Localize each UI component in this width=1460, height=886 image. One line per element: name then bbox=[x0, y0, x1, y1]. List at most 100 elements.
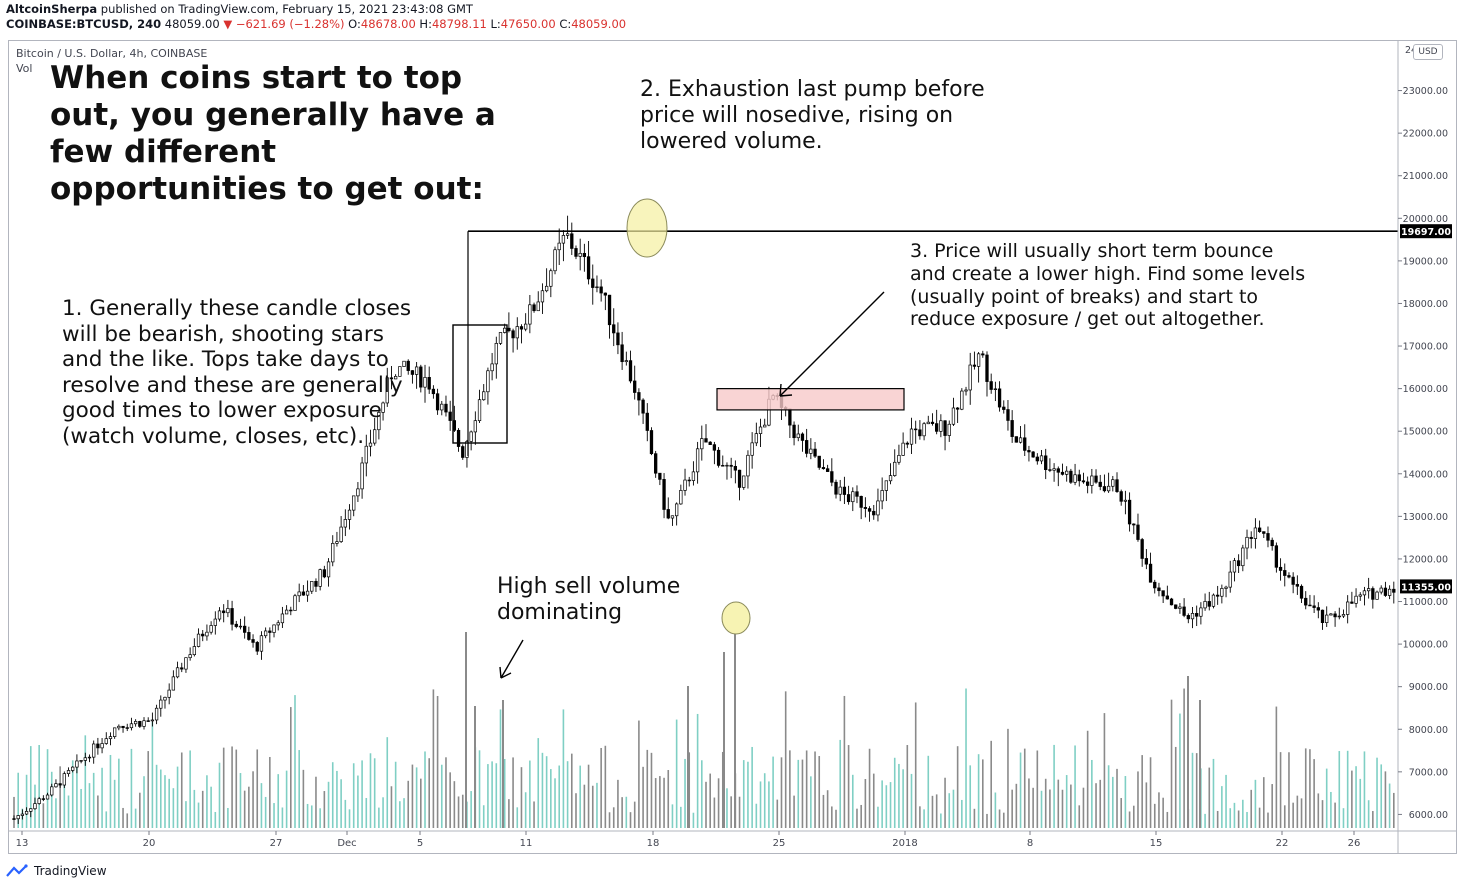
volume-bar bbox=[306, 803, 309, 828]
author-name[interactable]: AltcoinSherpa bbox=[6, 2, 98, 16]
candle-up bbox=[108, 736, 113, 740]
candle-down bbox=[985, 354, 989, 382]
volume-bar bbox=[902, 769, 904, 828]
volume-bar bbox=[726, 788, 728, 828]
volume-bar bbox=[197, 802, 200, 828]
volume-bar bbox=[1137, 771, 1139, 828]
volume-bar bbox=[948, 793, 951, 828]
volume-bar bbox=[1049, 789, 1051, 828]
candle-down bbox=[825, 468, 830, 472]
volume-bar bbox=[1124, 776, 1127, 828]
candle-down bbox=[1085, 481, 1090, 486]
volume-bar bbox=[46, 749, 49, 828]
candle-up bbox=[100, 743, 104, 749]
volume-bar bbox=[696, 713, 699, 828]
volume-bar bbox=[1216, 810, 1219, 828]
volume-bar bbox=[394, 761, 397, 828]
candle-down bbox=[1048, 469, 1052, 471]
candle-down bbox=[96, 743, 100, 749]
volume-bar bbox=[1334, 802, 1336, 828]
candle-up bbox=[486, 370, 490, 393]
candle-down bbox=[662, 479, 666, 510]
currency-badge[interactable]: USD bbox=[1413, 44, 1443, 60]
candle-up bbox=[263, 630, 268, 637]
price-label-top-text: 19697.00 bbox=[1401, 227, 1451, 238]
volume-bar bbox=[856, 808, 858, 828]
candle-down bbox=[1136, 524, 1140, 540]
candle-up bbox=[154, 707, 159, 721]
close-value: 48059.00 bbox=[571, 17, 627, 31]
main-annotation: When coins start to top out, you general… bbox=[50, 60, 496, 207]
volume-bar bbox=[1078, 805, 1081, 828]
volume-bar bbox=[931, 795, 934, 828]
volume-spike-bar bbox=[1187, 676, 1189, 828]
time-tick-label: 11 bbox=[520, 838, 533, 849]
candle-up bbox=[326, 561, 331, 578]
candle-down bbox=[1308, 604, 1312, 607]
resistance-zone-box bbox=[716, 388, 905, 411]
volume-bar bbox=[180, 752, 183, 828]
candle-up bbox=[725, 464, 729, 467]
candle-down bbox=[1031, 451, 1035, 458]
candle-up bbox=[578, 252, 582, 257]
volume-bar bbox=[310, 805, 313, 828]
volume-bar bbox=[436, 695, 439, 828]
candle-up bbox=[524, 323, 528, 330]
candle-down bbox=[930, 421, 935, 424]
volume-bar bbox=[1321, 800, 1324, 828]
volume-bar bbox=[260, 783, 263, 828]
volume-bar bbox=[914, 702, 917, 828]
candle-up bbox=[742, 475, 746, 488]
candle-down bbox=[1115, 479, 1119, 492]
volume-bar bbox=[965, 688, 967, 828]
candle-up bbox=[1232, 560, 1237, 573]
candle-up bbox=[1228, 571, 1232, 588]
volume-bar bbox=[713, 797, 716, 828]
volume-bar bbox=[1028, 778, 1030, 828]
high-label: H: bbox=[419, 17, 432, 31]
time-tick-label: 13 bbox=[16, 838, 29, 849]
volume-bar bbox=[1174, 746, 1177, 828]
volume-bar bbox=[570, 753, 573, 828]
candle-down bbox=[859, 495, 863, 508]
footer-brand: TradingView bbox=[34, 864, 107, 878]
candle-down bbox=[935, 423, 939, 432]
volume-bar bbox=[1208, 767, 1211, 828]
volume-bar bbox=[973, 808, 976, 828]
candle-up bbox=[964, 389, 968, 392]
volume-bar bbox=[763, 773, 766, 828]
candle-down bbox=[1287, 575, 1291, 578]
candle-up bbox=[565, 233, 570, 236]
candle-up bbox=[498, 332, 503, 344]
candle-down bbox=[817, 455, 821, 468]
volume-spike-bar bbox=[474, 706, 476, 828]
candle-down bbox=[1140, 539, 1144, 559]
volume-bar bbox=[541, 752, 544, 828]
candle-up bbox=[20, 813, 25, 816]
volume-bar bbox=[529, 760, 531, 828]
footer[interactable]: TradingView bbox=[6, 862, 107, 880]
volume-bar bbox=[680, 806, 682, 828]
candle-down bbox=[813, 448, 817, 457]
volume-bar bbox=[235, 749, 238, 828]
volume-bar bbox=[709, 773, 711, 828]
volume-bar bbox=[201, 790, 204, 828]
volume-bar bbox=[373, 758, 376, 828]
volume-bar bbox=[109, 754, 112, 828]
arrow-head-volume bbox=[499, 666, 512, 679]
volume-bar bbox=[638, 720, 640, 828]
time-tick-label: 8 bbox=[1027, 838, 1033, 849]
chart-frame[interactable] bbox=[8, 40, 1457, 854]
candle-up bbox=[331, 543, 335, 563]
candle-down bbox=[955, 407, 960, 410]
volume-bar bbox=[621, 797, 623, 828]
high-value: 48798.11 bbox=[431, 17, 487, 31]
volume-bar bbox=[218, 762, 221, 828]
candle-up bbox=[1090, 475, 1094, 486]
volume-bar bbox=[357, 775, 359, 828]
candle-up bbox=[1199, 607, 1203, 617]
time-tick-label: 26 bbox=[1348, 838, 1361, 849]
volume-bar bbox=[554, 778, 556, 828]
volume-bar bbox=[1099, 779, 1102, 828]
